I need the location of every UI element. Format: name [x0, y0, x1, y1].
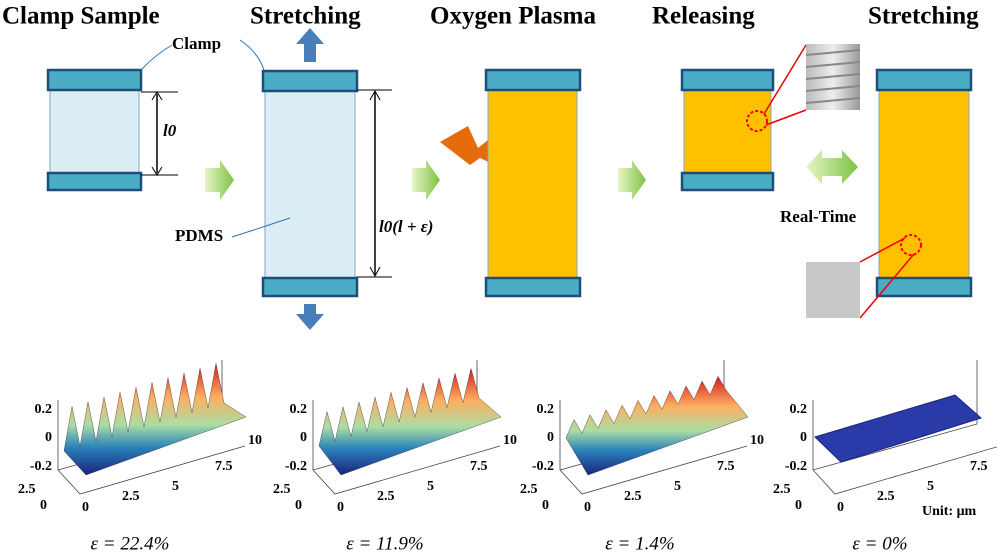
x-tick-label: 10	[248, 433, 262, 448]
oxidized-pdms	[684, 88, 771, 175]
x-tick-label: 0	[837, 500, 844, 515]
z-tick-label: 0.2	[290, 402, 308, 417]
double-arrow	[806, 150, 858, 184]
title: Stretching	[868, 3, 979, 30]
x-tick-label: 7.5	[970, 459, 988, 474]
x-tick-label: 2.5	[624, 489, 642, 504]
caption: ε = 11.9%	[346, 533, 423, 554]
title: Oxygen Plasma	[430, 3, 596, 30]
clamp	[682, 70, 773, 90]
x-tick-label: 2.5	[877, 489, 895, 504]
z-tick-label: -0.2	[285, 459, 307, 474]
z-tick-label: 0.2	[537, 402, 555, 417]
z-tick-label: -0.2	[30, 459, 52, 474]
x-tick-label: 0	[82, 500, 89, 515]
clamp	[48, 70, 141, 90]
clamp	[263, 278, 357, 296]
arrow	[618, 160, 646, 200]
pointer	[141, 45, 172, 70]
x-tick-label: 7.5	[215, 459, 233, 474]
up-arrow	[296, 28, 324, 62]
figure: Clamp Sample Stretching Oxygen Plasma Re…	[0, 0, 997, 560]
z-tick-label: 0.2	[790, 402, 808, 417]
zoom-line	[766, 110, 806, 125]
caption: ε = 1.4%	[605, 533, 674, 554]
oxidized-pdms	[879, 89, 969, 279]
caption: ε = 0%	[852, 533, 907, 554]
clamp	[486, 70, 580, 90]
x-tick-label: 10	[503, 433, 517, 448]
clamp	[486, 278, 580, 296]
y-tick-label: 2.5	[18, 482, 36, 497]
oxidized-pdms	[488, 89, 577, 279]
z-tick-label: 0	[800, 430, 807, 445]
y-tick-label: 0	[795, 498, 802, 513]
clamp	[263, 71, 357, 91]
z-tick-label: 0.2	[35, 402, 53, 417]
z-tick-label: -0.2	[532, 459, 554, 474]
x-tick-label: 7.5	[717, 459, 735, 474]
x-tick-label: 10	[750, 433, 764, 448]
down-arrow	[296, 304, 324, 330]
arrow	[205, 160, 234, 200]
arrow	[412, 160, 440, 200]
real-time-label: Real-Time	[780, 207, 857, 226]
z-tick-label: 0	[547, 430, 554, 445]
surface	[815, 395, 981, 462]
y-tick-label: 2.5	[520, 482, 538, 497]
x-tick-label: 0	[584, 500, 591, 515]
pdms-label: PDMS	[175, 226, 223, 245]
x-tick-label: 7.5	[470, 459, 488, 474]
z-tick-label: -0.2	[785, 459, 807, 474]
l0-label: l0	[163, 121, 177, 140]
x-tick-label: 2.5	[122, 489, 140, 504]
y-tick-label: 0	[542, 498, 549, 513]
y-tick-label: 2.5	[273, 482, 291, 497]
x-tick-label: 5	[172, 479, 179, 494]
clamp-label: Clamp	[172, 34, 221, 53]
unit-label: Unit: μm	[922, 504, 977, 519]
clamp	[682, 173, 773, 190]
pointer	[240, 40, 264, 70]
title: Clamp Sample	[2, 3, 160, 30]
length-label: l0(l + ε)	[379, 217, 433, 236]
title: Stretching	[250, 3, 361, 30]
caption: ε = 22.4%	[91, 533, 170, 554]
x-tick-label: 5	[427, 479, 434, 494]
z-tick-label: 0	[45, 430, 52, 445]
pdms	[265, 89, 355, 279]
x-tick-label: 5	[927, 479, 934, 494]
x-tick-label: 0	[337, 500, 344, 515]
z-tick-label: 0	[300, 430, 307, 445]
clamp	[48, 173, 141, 190]
x-tick-label: 5	[674, 479, 681, 494]
clamp	[877, 70, 971, 90]
sem-flat	[806, 262, 860, 318]
x-tick-label: 2.5	[377, 489, 395, 504]
y-tick-label: 0	[295, 498, 302, 513]
pdms	[50, 88, 139, 175]
y-tick-label: 2.5	[773, 482, 791, 497]
title: Releasing	[652, 3, 755, 30]
y-tick-label: 0	[40, 498, 47, 513]
